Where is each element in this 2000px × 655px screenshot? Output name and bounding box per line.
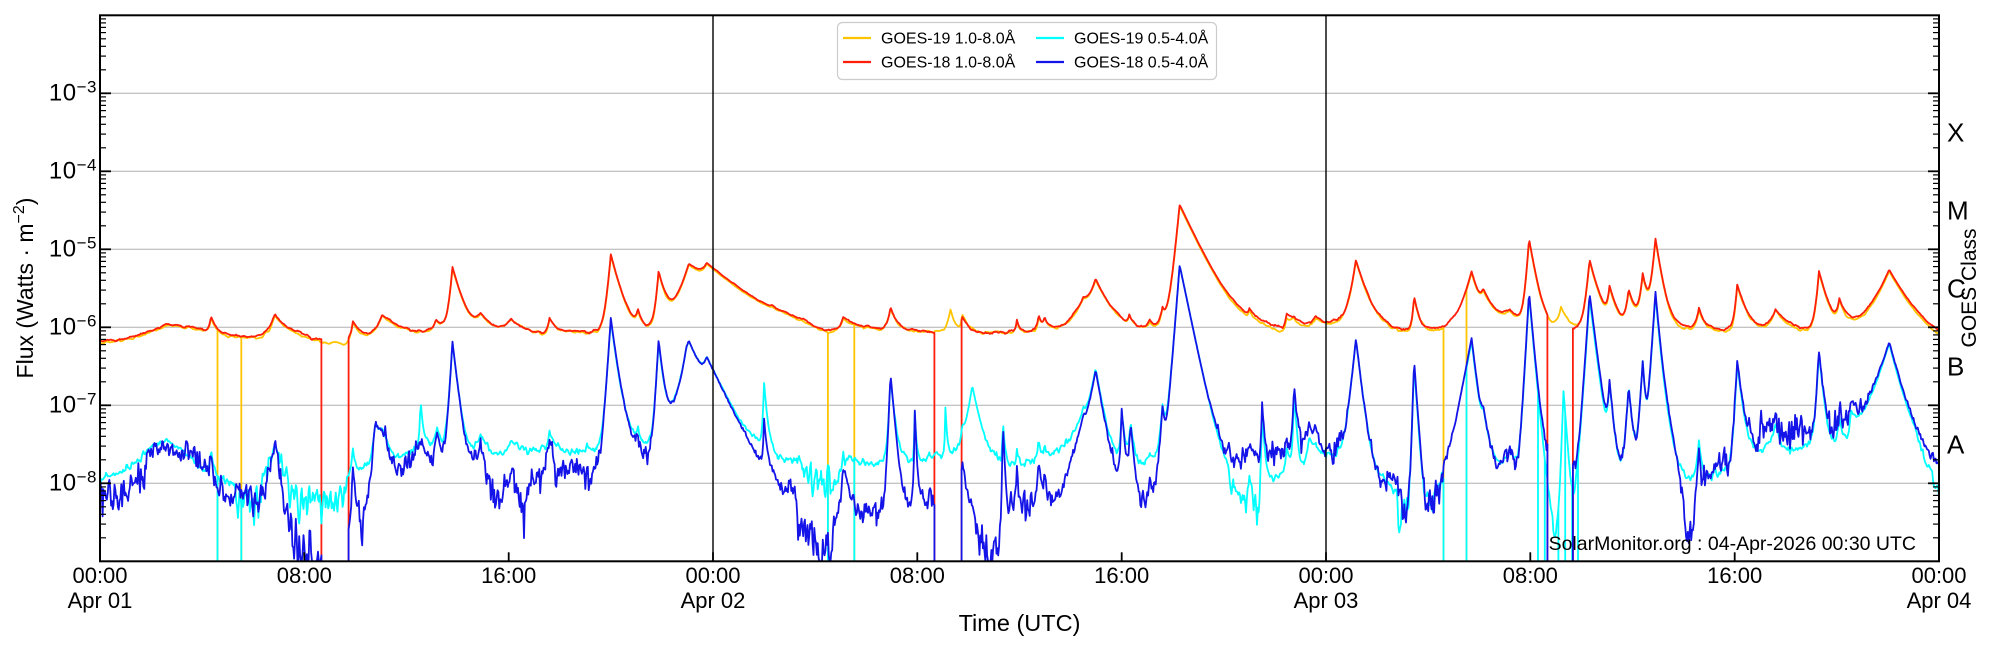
svg-text:00:00: 00:00 xyxy=(1911,563,1966,588)
svg-text:GOES Class: GOES Class xyxy=(1958,228,1981,347)
svg-text:M: M xyxy=(1947,195,1969,225)
svg-text:GOES-18 0.5-4.0Å: GOES-18 0.5-4.0Å xyxy=(1074,53,1209,72)
svg-text:00:00: 00:00 xyxy=(72,563,127,588)
svg-text:16:00: 16:00 xyxy=(1707,563,1762,588)
svg-text:10−8: 10−8 xyxy=(49,467,97,496)
svg-text:C: C xyxy=(1947,273,1966,303)
svg-text:Apr 03: Apr 03 xyxy=(1294,588,1359,613)
svg-text:X: X xyxy=(1947,117,1964,147)
svg-text:Apr 01: Apr 01 xyxy=(68,588,133,613)
svg-text:Flux (Watts · m−2): Flux (Watts · m−2) xyxy=(11,198,38,379)
svg-text:B: B xyxy=(1947,351,1964,381)
svg-text:A: A xyxy=(1947,429,1965,459)
svg-text:08:00: 08:00 xyxy=(1503,563,1558,588)
svg-text:GOES-19 0.5-4.0Å: GOES-19 0.5-4.0Å xyxy=(1074,29,1209,48)
svg-text:00:00: 00:00 xyxy=(685,563,740,588)
svg-text:GOES-18 1.0-8.0Å: GOES-18 1.0-8.0Å xyxy=(881,53,1016,72)
svg-text:08:00: 08:00 xyxy=(890,563,945,588)
svg-text:16:00: 16:00 xyxy=(481,563,536,588)
svg-text:10−3: 10−3 xyxy=(49,77,97,106)
svg-text:08:00: 08:00 xyxy=(277,563,332,588)
svg-text:SolarMonitor.org : 04-Apr-2026: SolarMonitor.org : 04-Apr-2026 00:30 UTC xyxy=(1549,533,1916,555)
svg-text:00:00: 00:00 xyxy=(1298,563,1353,588)
svg-text:GOES-19 1.0-8.0Å: GOES-19 1.0-8.0Å xyxy=(881,29,1016,48)
svg-text:Apr 04: Apr 04 xyxy=(1907,588,1972,613)
svg-text:Apr 02: Apr 02 xyxy=(681,588,746,613)
svg-text:Time (UTC): Time (UTC) xyxy=(959,610,1081,636)
svg-text:16:00: 16:00 xyxy=(1094,563,1149,588)
